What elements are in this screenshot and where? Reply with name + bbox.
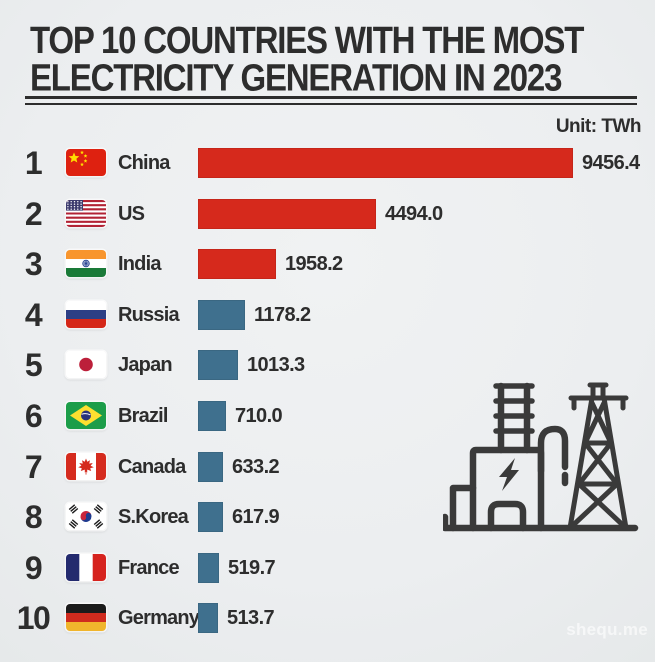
title-line-1: TOP 10 COUNTRIES WITH THE MOST (30, 18, 584, 61)
value-bar (198, 451, 223, 482)
rank-label: 2 (24, 195, 43, 232)
value-label: 633.2 (232, 455, 280, 478)
india-flag-icon (66, 250, 106, 278)
country-label: France (118, 556, 180, 579)
us-flag-icon (66, 199, 106, 227)
japan-flag-icon (66, 351, 106, 379)
rank-label: 1 (24, 145, 43, 181)
russia-flag-icon (66, 300, 106, 328)
country-label: Canada (118, 455, 186, 478)
value-label: 513.7 (227, 607, 275, 630)
canada-flag-icon (66, 452, 106, 480)
value-label: 1178.2 (254, 303, 311, 326)
title-line-2: ELECTRICITY GENERATION IN 2023 (30, 56, 562, 99)
annex-building (449, 484, 477, 532)
value-bar (198, 299, 245, 330)
chart-row: 8 S.Korea 617.9 (0, 499, 655, 536)
title-double-underline (25, 96, 637, 105)
door-arch (487, 500, 527, 532)
france-flag-icon (66, 553, 106, 581)
transmission-tower-icon (567, 382, 629, 531)
rank-label: 4 (24, 296, 43, 333)
chart-row: 2 US 4494.0 (0, 195, 655, 232)
brazil-flag-icon (66, 402, 106, 429)
rank-label: 10 (16, 600, 51, 637)
watermark: shequ.me (566, 620, 648, 639)
pipe-elbow (537, 425, 569, 475)
unit-label: Unit: TWh (555, 116, 642, 137)
value-bar (198, 198, 376, 229)
rank-label: 7 (24, 448, 43, 485)
power-plant-icon (443, 382, 639, 532)
country-label: Japan (118, 354, 173, 377)
chimney-bands (493, 383, 535, 434)
country-label: India (118, 253, 161, 276)
chart-row: 7 Canada 633.2 (0, 448, 655, 485)
country-label: S.Korea (118, 506, 189, 529)
value-label: 1013.3 (247, 354, 305, 377)
value-label: 710.0 (235, 405, 283, 427)
value-bar (198, 148, 573, 178)
value-label: 4494.0 (385, 202, 443, 225)
germany-flag-icon (66, 604, 106, 632)
value-label: 1958.2 (285, 253, 343, 276)
rank-label: 6 (24, 398, 43, 434)
chart-row: 3 India 1958.2 (0, 246, 655, 283)
main-building (469, 446, 545, 532)
value-bar (198, 502, 223, 533)
rank-label: 9 (24, 549, 43, 586)
page-title: TOP 10 COUNTRIES WITH THE MOST ELECTRICI… (30, 18, 584, 99)
chart-row: 6 Brazil 710.0 (0, 398, 655, 434)
china-flag-icon (66, 149, 106, 176)
value-label: 9456.4 (582, 152, 640, 174)
lightning-bolt-icon (499, 458, 519, 491)
value-bar (198, 401, 226, 431)
chart-row: 5 Japan 1013.3 (0, 347, 655, 384)
rank-label: 8 (24, 499, 43, 536)
country-label: Russia (118, 303, 180, 326)
value-bar (198, 603, 218, 634)
country-label: Germany (118, 607, 200, 630)
rank-label: 5 (24, 347, 43, 384)
value-bar (198, 249, 276, 280)
s-korea-flag-icon (66, 503, 106, 531)
country-label: Brazil (118, 405, 168, 427)
value-label: 617.9 (232, 506, 280, 529)
chart-row: 9 France 519.7 (0, 549, 655, 586)
value-label: 519.7 (228, 556, 276, 579)
chart-row: 4 Russia 1178.2 (0, 296, 655, 333)
chart-row: 10 Germany 513.7 (0, 600, 655, 637)
country-label: US (118, 202, 145, 225)
country-label: China (118, 152, 170, 174)
chart-row: 1 China 9456.4 (0, 145, 655, 181)
value-bar (198, 552, 219, 583)
rank-label: 3 (24, 246, 43, 283)
value-bar (198, 350, 238, 381)
